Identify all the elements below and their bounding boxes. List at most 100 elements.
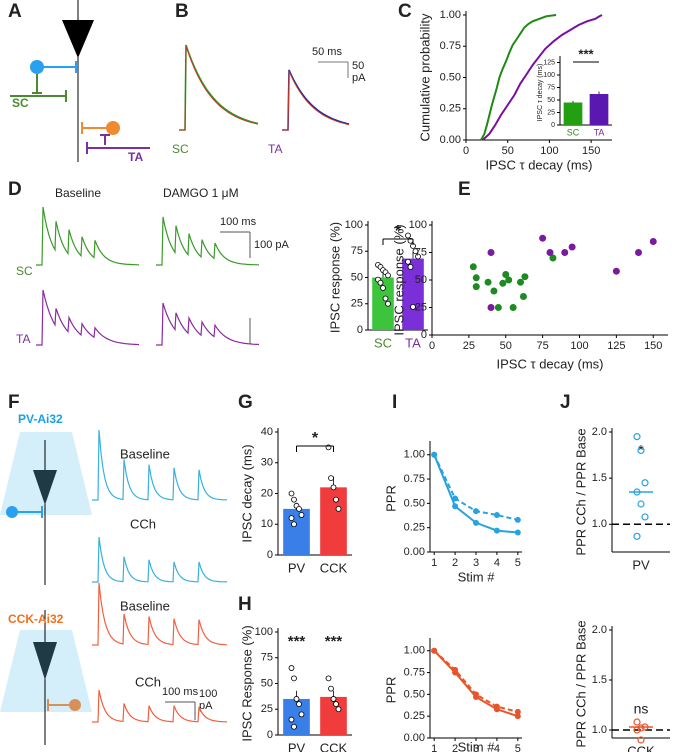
bar: [589, 94, 609, 125]
x-tick-label: 2: [452, 743, 458, 752]
label-ta: TA: [268, 142, 282, 156]
condition-label: DAMGO 1 μM: [163, 186, 239, 200]
x-tick-label: PV: [288, 740, 306, 752]
y-axis-label: PPR: [383, 677, 398, 704]
trace: [282, 69, 350, 131]
data-point: [633, 718, 641, 726]
significance: ***: [578, 46, 594, 61]
significance: *: [395, 223, 402, 240]
data-point: [407, 264, 414, 270]
condition-label: CCh: [130, 516, 156, 531]
y-axis-label: PPR CCh / PPR Base: [573, 428, 588, 555]
marker: [431, 451, 438, 458]
y-tick-label: 75: [415, 246, 427, 258]
y-tick-label: 1.0: [592, 518, 607, 530]
y-axis-label: IPSC response (%): [391, 224, 406, 335]
data-point: [494, 304, 502, 311]
scale-label: 100: [199, 688, 217, 700]
trace: [179, 44, 259, 131]
data-point: [291, 496, 297, 503]
x-tick-label: 2: [452, 557, 458, 569]
bar: [320, 696, 347, 735]
data-point: [484, 278, 492, 286]
marker: [514, 713, 521, 720]
data-point: [291, 675, 297, 682]
trace: [282, 70, 350, 131]
data-point: [298, 512, 305, 518]
y-tick-label: 0.25: [404, 522, 425, 534]
trace: [92, 429, 228, 501]
panel-label: H: [238, 594, 252, 615]
x-tick-label: PV: [632, 557, 650, 572]
y-tick-label: 0.25: [404, 710, 425, 722]
x-tick-label: SC: [374, 335, 392, 350]
data-point: [549, 254, 557, 262]
significance: *: [638, 441, 644, 457]
x-tick-label: 0: [429, 340, 435, 352]
y-tick-label: 0: [551, 122, 555, 129]
trace: [156, 216, 259, 266]
diagram-a: SC TA: [10, 0, 150, 164]
scale-label: 100 ms: [220, 216, 257, 228]
label-sc: SC: [172, 142, 189, 156]
y-tick-label: 100: [345, 219, 363, 231]
significance: ***: [288, 633, 306, 650]
marker: [493, 703, 500, 710]
condition-label: Baseline: [55, 186, 101, 200]
data-point: [641, 513, 649, 521]
x-tick-label: 75: [537, 340, 549, 352]
trace: [92, 536, 227, 583]
x-tick-label: 5: [515, 557, 521, 569]
scale-label: 100 pA: [254, 239, 290, 251]
x-axis-label: Stim #: [458, 569, 496, 584]
y-tick-label: 1.00: [440, 9, 461, 21]
panel-label: E: [458, 179, 471, 200]
data-point: [298, 711, 305, 718]
scale-label: 100 ms: [162, 686, 199, 698]
bar: [402, 258, 424, 330]
marker: [452, 495, 459, 502]
x-tick-label: 100: [540, 145, 558, 157]
y-tick-label: 75: [547, 84, 555, 91]
data-point: [487, 304, 495, 311]
y-tick-label: 30: [261, 457, 273, 469]
y-tick-label: 1.0: [592, 724, 607, 736]
x-tick-label: 4: [494, 743, 500, 752]
data-point: [490, 287, 498, 295]
data-point: [546, 249, 554, 256]
marker: [514, 516, 521, 523]
label-ta: TA: [16, 332, 30, 346]
x-tick-label: CCK: [627, 743, 655, 752]
data-point: [328, 475, 334, 482]
condition-label: Baseline: [120, 598, 170, 613]
x-tick-label: 150: [644, 340, 662, 352]
marker: [452, 503, 459, 510]
data-point: [412, 248, 419, 255]
y-tick-label: 0.00: [440, 134, 461, 146]
data-point: [330, 696, 337, 702]
scale-label: 50 ms: [312, 46, 342, 58]
y-tick-label: 1.5: [592, 472, 607, 484]
diagram-f: [0, 432, 92, 745]
x-tick-label: 50: [500, 340, 512, 352]
y-tick-label: 50: [351, 271, 363, 283]
x-tick-label: 1: [431, 557, 437, 569]
y-tick-label: 0: [267, 729, 273, 741]
data-point: [415, 253, 421, 260]
marker: [452, 666, 459, 673]
panel-label: I: [392, 392, 397, 413]
data-point: [499, 279, 507, 287]
data-point: [288, 515, 295, 521]
x-tick-label: CCK: [320, 560, 348, 575]
y-tick-label: 2.0: [592, 624, 607, 636]
marker: [514, 708, 521, 715]
y-tick-label: 100: [409, 219, 427, 231]
x-tick-label: TA: [594, 127, 605, 137]
data-point: [472, 274, 480, 282]
y-tick-label: 0.50: [404, 497, 425, 509]
trace: [92, 582, 228, 646]
bar: [563, 102, 583, 125]
y-tick-label: 50: [547, 97, 555, 104]
y-tick-label: 0.50: [404, 688, 425, 700]
data-point: [405, 258, 411, 265]
